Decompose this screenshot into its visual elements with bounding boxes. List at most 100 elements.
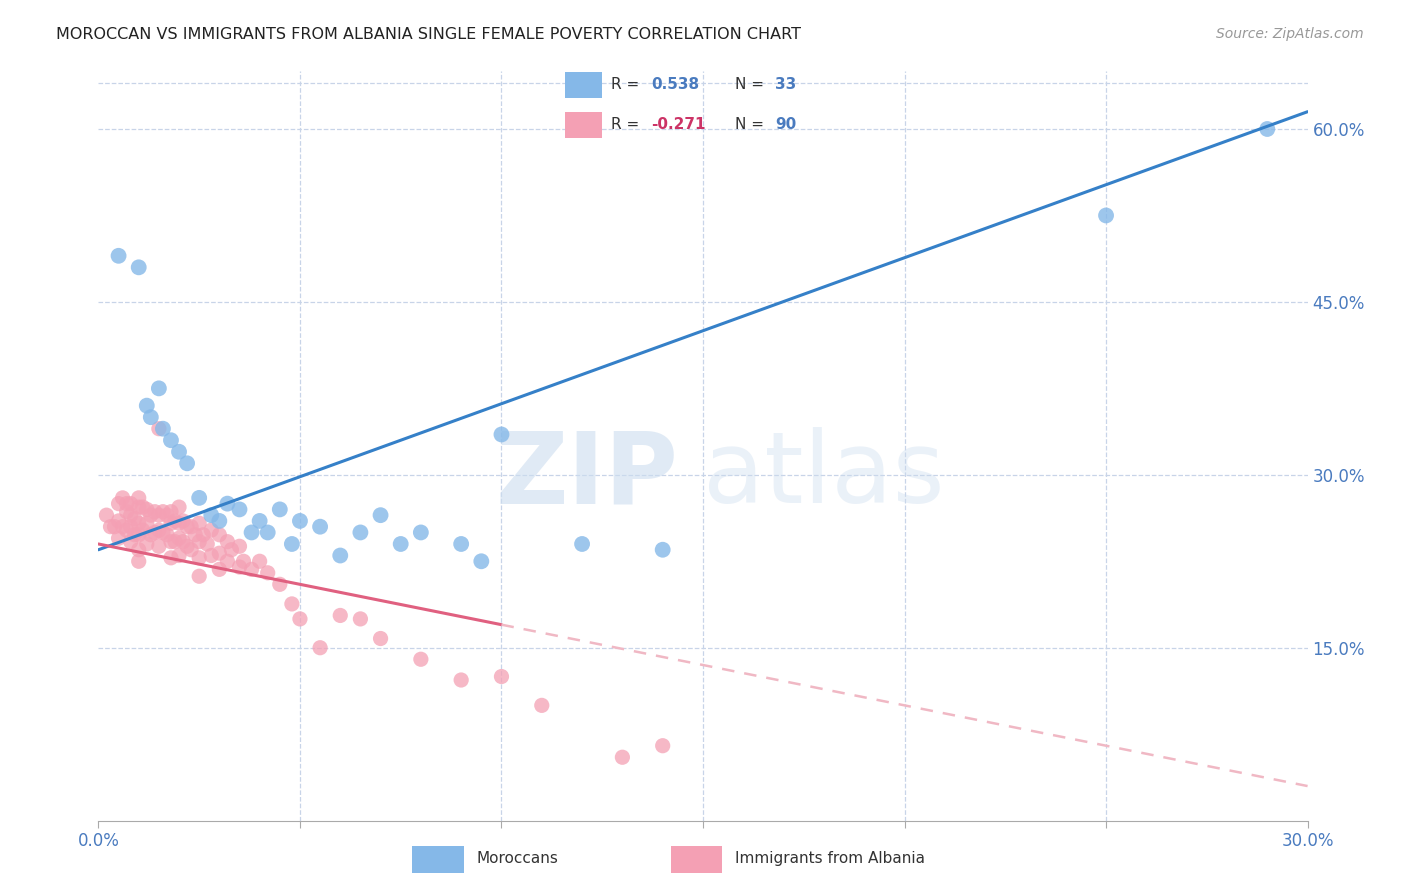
FancyBboxPatch shape <box>565 72 602 98</box>
Text: 0.538: 0.538 <box>651 78 699 93</box>
Text: atlas: atlas <box>703 427 945 524</box>
Point <box>143 525 166 540</box>
Point <box>176 539 198 553</box>
Point <box>188 516 211 531</box>
Point <box>221 542 243 557</box>
Point <box>180 519 202 533</box>
Point <box>120 497 142 511</box>
Point <box>349 612 371 626</box>
Point <box>115 523 138 537</box>
Point <box>180 542 202 557</box>
Point <box>152 505 174 519</box>
Point <box>111 519 134 533</box>
Point <box>167 516 190 531</box>
Point <box>249 554 271 568</box>
Point <box>491 669 513 683</box>
Point <box>188 491 211 505</box>
Point <box>107 249 129 263</box>
Point <box>148 381 170 395</box>
Text: N =: N = <box>735 78 769 93</box>
Point <box>208 546 231 560</box>
Text: 90: 90 <box>775 117 796 132</box>
Point <box>651 739 673 753</box>
Point <box>217 554 239 568</box>
Point <box>389 537 412 551</box>
Point <box>1095 209 1118 223</box>
Text: ZIP: ZIP <box>496 427 679 524</box>
Point <box>156 528 179 542</box>
Point <box>128 516 150 531</box>
Text: Moroccans: Moroccans <box>477 851 558 866</box>
Point <box>217 534 239 549</box>
Point <box>409 525 432 540</box>
Point <box>160 434 183 448</box>
Point <box>208 528 231 542</box>
Point <box>103 519 125 533</box>
Point <box>115 505 138 519</box>
Point <box>470 554 492 568</box>
Point <box>240 562 263 576</box>
Point <box>115 497 138 511</box>
Text: Immigrants from Albania: Immigrants from Albania <box>735 851 925 866</box>
Point <box>135 399 157 413</box>
Text: R =: R = <box>612 78 644 93</box>
Point <box>128 528 150 542</box>
Point <box>128 260 150 275</box>
Point <box>571 537 593 551</box>
Point <box>156 508 179 523</box>
Point <box>217 497 239 511</box>
Point <box>176 456 198 470</box>
Point <box>240 525 263 540</box>
Point <box>269 502 291 516</box>
Point <box>208 514 231 528</box>
Point <box>167 531 190 545</box>
Point <box>135 502 157 516</box>
Point <box>256 566 278 580</box>
Point <box>135 516 157 531</box>
Point <box>329 549 352 563</box>
Point <box>329 608 352 623</box>
Point <box>107 531 129 545</box>
Point <box>188 569 211 583</box>
Point <box>152 422 174 436</box>
Point <box>100 519 122 533</box>
Point <box>135 537 157 551</box>
Point <box>139 410 162 425</box>
Point <box>409 652 432 666</box>
Point <box>200 508 222 523</box>
Point <box>288 612 311 626</box>
Point <box>309 519 332 533</box>
Point <box>148 539 170 553</box>
Point <box>139 508 162 523</box>
Point <box>160 505 183 519</box>
Point <box>195 537 218 551</box>
Point <box>281 537 304 551</box>
Point <box>491 427 513 442</box>
Point <box>107 497 129 511</box>
Point <box>370 508 392 523</box>
Point <box>288 514 311 528</box>
Point <box>228 539 250 553</box>
Point <box>107 514 129 528</box>
Point <box>232 554 254 568</box>
Point <box>200 549 222 563</box>
Point <box>128 500 150 514</box>
Point <box>349 525 371 540</box>
Point <box>160 534 183 549</box>
Point <box>120 508 142 523</box>
Point <box>132 523 155 537</box>
Point <box>124 528 146 542</box>
Point <box>651 542 673 557</box>
FancyBboxPatch shape <box>671 847 723 873</box>
Point <box>152 525 174 540</box>
Point <box>208 562 231 576</box>
FancyBboxPatch shape <box>565 112 602 137</box>
Point <box>188 550 211 565</box>
Point <box>172 514 194 528</box>
Point <box>176 519 198 533</box>
Point <box>132 500 155 514</box>
Point <box>128 491 150 505</box>
Point <box>148 422 170 436</box>
Point <box>139 528 162 542</box>
Point <box>167 500 190 514</box>
